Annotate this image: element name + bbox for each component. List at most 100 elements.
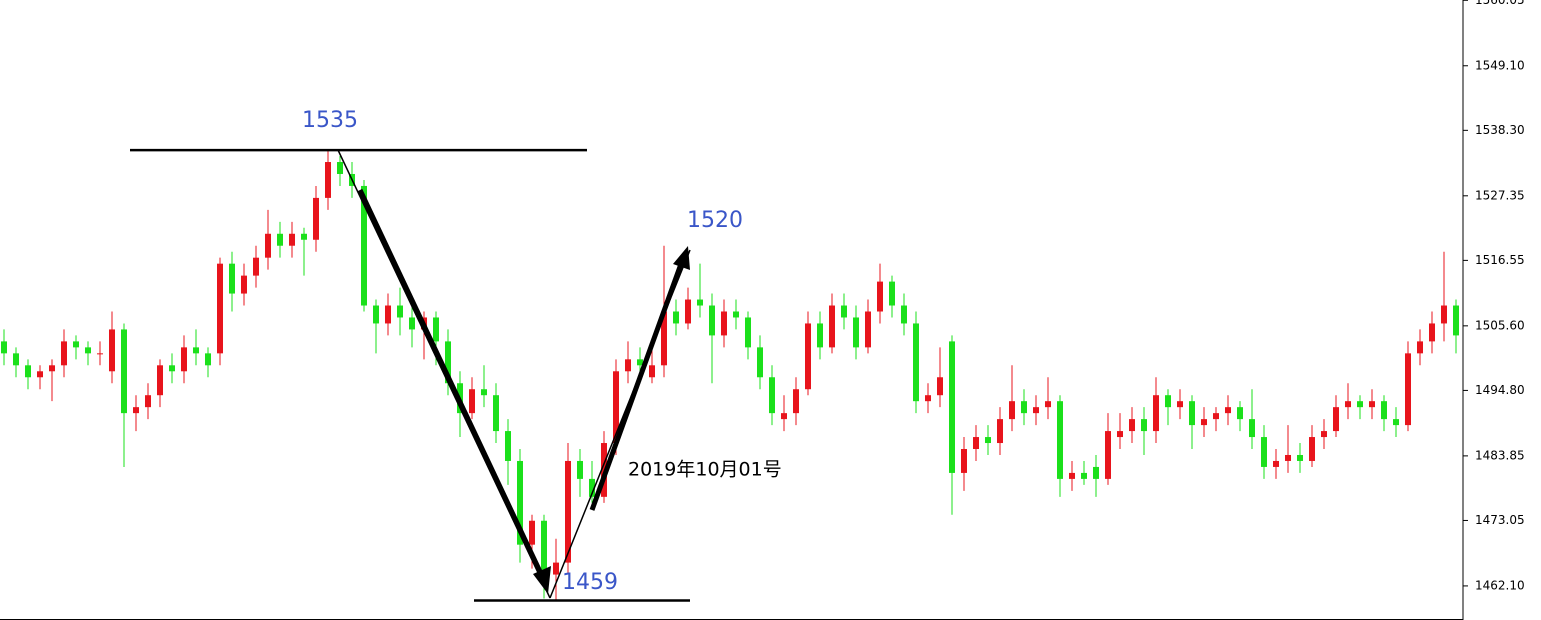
candle-body — [661, 311, 667, 366]
candle-body — [505, 431, 511, 461]
candle-body — [889, 281, 895, 306]
annotation: 1459 — [562, 570, 618, 595]
candle-body — [85, 347, 91, 354]
arrow-head — [673, 246, 690, 270]
candle-body — [805, 323, 811, 390]
candle-body — [541, 520, 547, 575]
candle-body — [1261, 437, 1267, 467]
candle-body — [1213, 413, 1219, 420]
trend-arrow — [589, 263, 684, 511]
candle-body — [409, 317, 415, 330]
candle-body — [1, 341, 7, 354]
trend-arrow — [357, 188, 546, 580]
candle-body — [265, 233, 271, 258]
candle-body — [949, 341, 955, 473]
candle-body — [625, 359, 631, 372]
candle-body — [1045, 401, 1051, 408]
candle-body — [1117, 431, 1123, 438]
candle-body — [481, 389, 487, 396]
candle-body — [193, 347, 199, 354]
candle-body — [925, 395, 931, 402]
candle-body — [229, 263, 235, 294]
candle-body — [1069, 472, 1075, 479]
y-tick-label: 1527.35 — [1475, 188, 1525, 202]
candle-body — [337, 162, 343, 174]
candle-body — [793, 389, 799, 414]
candle-body — [697, 299, 703, 306]
candle-body — [145, 395, 151, 408]
y-tick-label: 1505.60 — [1475, 318, 1525, 332]
candle-body — [1417, 341, 1423, 354]
candle-body — [97, 353, 103, 355]
candle-body — [1237, 407, 1243, 420]
candle-body — [1393, 419, 1399, 426]
y-tick-label: 1462.10 — [1475, 578, 1525, 592]
candle-body — [1441, 305, 1447, 324]
candle-body — [49, 365, 55, 372]
annotation: 1535 — [302, 108, 358, 133]
candle-body — [649, 365, 655, 378]
candle-body — [769, 377, 775, 414]
candle-body — [913, 323, 919, 402]
y-tick-label: 1538.30 — [1475, 123, 1525, 137]
y-tick-label: 1483.85 — [1475, 448, 1525, 462]
candle-body — [877, 281, 883, 312]
candle-body — [1309, 437, 1315, 461]
candle-body — [1285, 454, 1291, 461]
candle-body — [1201, 419, 1207, 426]
candle-body — [13, 353, 19, 366]
candle-body — [997, 419, 1003, 444]
candle-body — [73, 341, 79, 348]
candle-body — [1189, 401, 1195, 426]
candle-body — [553, 562, 559, 575]
candle-body — [937, 377, 943, 396]
candle-body — [469, 389, 475, 414]
candle-body — [781, 413, 787, 420]
candle-body — [1009, 401, 1015, 420]
candle-body — [241, 275, 247, 294]
candle-body — [517, 460, 523, 545]
candle-body — [325, 162, 331, 198]
candle-body — [865, 311, 871, 348]
candle-body — [985, 437, 991, 444]
candle-body — [217, 263, 223, 354]
candle-body — [1273, 460, 1279, 467]
candle-body — [1333, 407, 1339, 432]
candle-body — [1165, 395, 1171, 408]
candle-body — [1369, 401, 1375, 408]
candle-body — [853, 317, 859, 348]
candle-body — [817, 323, 823, 348]
candle-body — [289, 233, 295, 246]
candle-body — [445, 341, 451, 384]
candle-body — [1141, 419, 1147, 432]
candle-body — [529, 520, 535, 545]
candle-body — [1405, 353, 1411, 426]
candle-body — [133, 407, 139, 414]
y-tick-label: 1473.05 — [1475, 513, 1525, 527]
date-note: 2019年10月01号 — [628, 459, 782, 481]
candle-body — [1153, 395, 1159, 432]
candle-body — [109, 329, 115, 372]
candle-body — [613, 371, 619, 444]
candle-body — [181, 347, 187, 372]
candle-body — [1105, 431, 1111, 479]
candle-body — [385, 305, 391, 324]
candle-body — [685, 299, 691, 324]
candle-body — [1381, 401, 1387, 420]
candle-body — [1033, 407, 1039, 414]
candle-body — [901, 305, 907, 324]
candle-body — [1357, 401, 1363, 408]
candle-body — [1081, 472, 1087, 479]
candle-body — [1129, 419, 1135, 432]
candle-body — [25, 365, 31, 378]
candle-body — [973, 437, 979, 450]
arrow-head — [533, 566, 551, 594]
candle-body — [361, 185, 367, 306]
candle-body — [301, 233, 307, 240]
candle-body — [61, 341, 67, 366]
candle-body — [1177, 401, 1183, 408]
candle-body — [721, 311, 727, 336]
candle-body — [1453, 305, 1459, 336]
candle-body — [1057, 401, 1063, 479]
candle-body — [1345, 401, 1351, 408]
